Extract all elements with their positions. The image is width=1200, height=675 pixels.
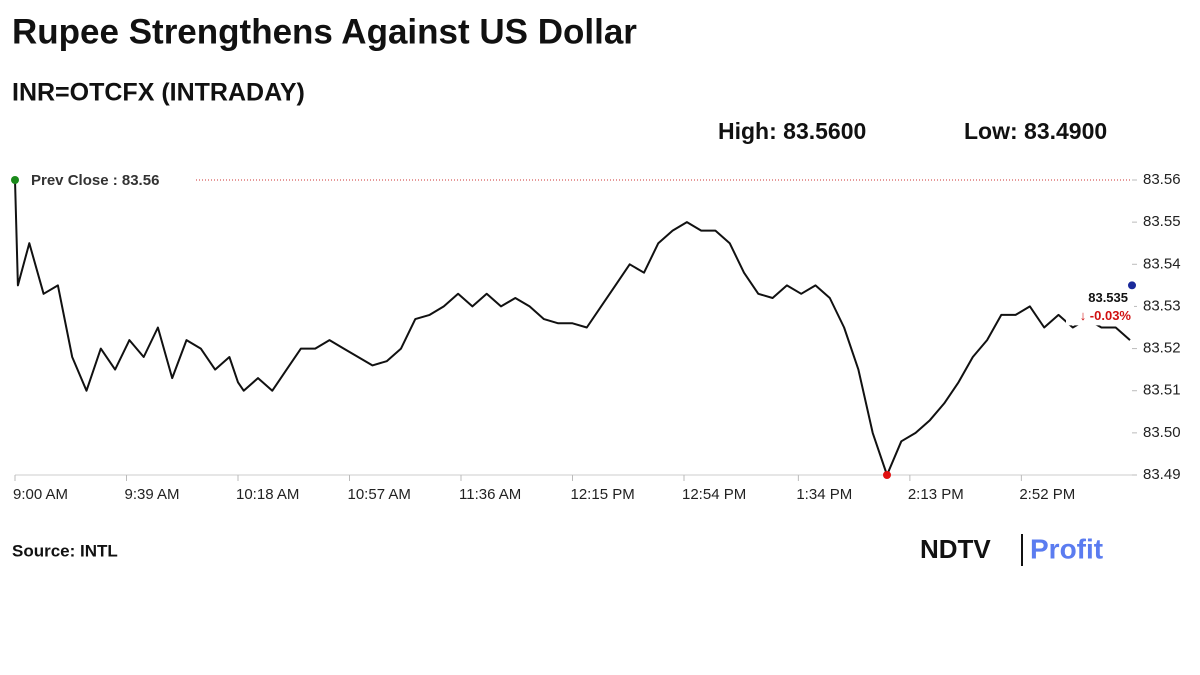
y-tick-label: 83.54 xyxy=(1143,255,1181,272)
last-point xyxy=(1128,281,1136,290)
y-tick-label: 83.50 xyxy=(1143,424,1181,441)
x-tick-label: 1:34 PM xyxy=(796,486,852,503)
x-tick-label: 9:00 AM xyxy=(13,486,68,503)
y-tick-label: 83.49 xyxy=(1143,466,1181,483)
last-value-label: 83.535 xyxy=(1088,290,1128,305)
x-tick-label: 9:39 AM xyxy=(125,486,180,503)
x-tick-label: 10:57 AM xyxy=(348,486,411,503)
x-tick-label: 2:13 PM xyxy=(908,486,964,503)
low-label: Low: 83.4900 xyxy=(964,118,1107,144)
high-label: High: 83.5600 xyxy=(718,118,866,144)
x-tick-label: 10:18 AM xyxy=(236,486,299,503)
last-box xyxy=(1066,289,1134,326)
price-line xyxy=(14,179,1131,476)
y-tick-label: 83.51 xyxy=(1143,382,1181,399)
low-point xyxy=(882,471,891,479)
y-tick-label: 83.53 xyxy=(1143,297,1181,314)
x-tick-label: 2:52 PM xyxy=(1019,486,1075,503)
y-tick-label: 83.52 xyxy=(1143,340,1181,357)
chart-subtitle: INR=OTCFX (INTRADAY) xyxy=(12,79,305,107)
logo-profit: Profit xyxy=(1030,533,1103,564)
chart-title: Rupee Strengthens Against US Dollar xyxy=(12,12,637,51)
source: Source: INTL xyxy=(12,541,118,560)
last-change-label: ↓ -0.03% xyxy=(1080,308,1132,323)
logo-ndtv: NDTV xyxy=(920,534,991,564)
high-point xyxy=(11,176,19,184)
x-tick-label: 12:54 PM xyxy=(682,486,746,503)
x-tick-label: 12:15 PM xyxy=(571,486,635,503)
prev-close-label: Prev Close : 83.56 xyxy=(31,172,159,189)
x-tick-label: 11:36 AM xyxy=(459,486,521,503)
y-tick-label: 83.55 xyxy=(1143,213,1181,230)
y-tick-label: 83.56 xyxy=(1143,171,1181,188)
